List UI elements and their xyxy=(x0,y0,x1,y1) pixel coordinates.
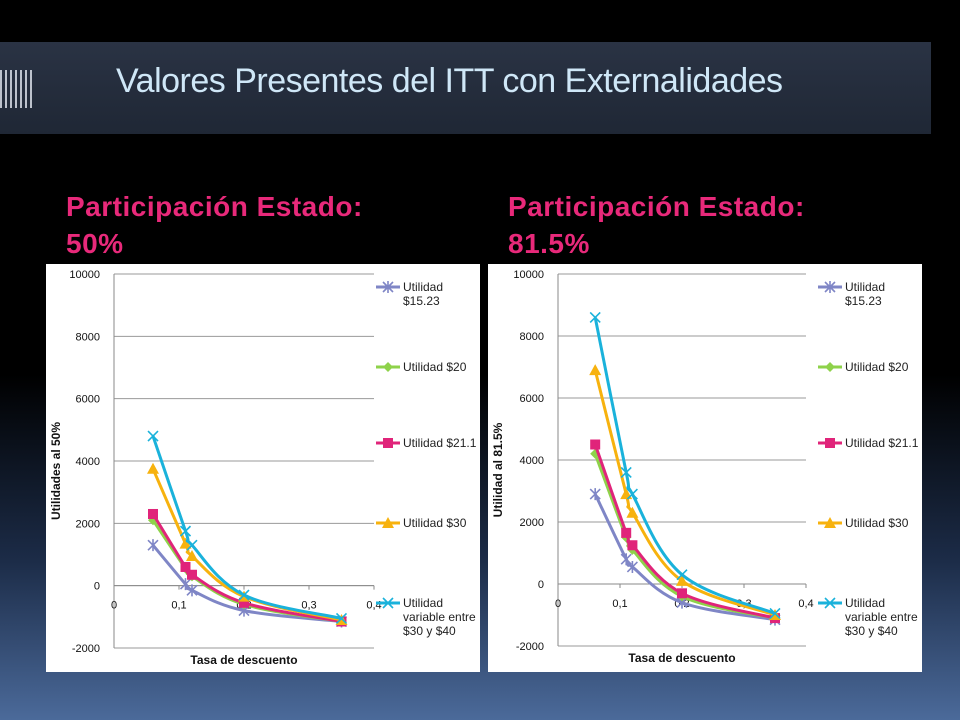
right-y-tick-label: 6000 xyxy=(520,393,544,405)
right-y-tick-label: 8000 xyxy=(520,331,544,343)
legend-marker xyxy=(382,517,394,528)
left-data-point xyxy=(148,508,158,519)
right-y-tick-label: 10000 xyxy=(513,269,544,281)
left-x-axis-label: Tasa de descuento xyxy=(190,653,297,667)
left-x-tick-label: 0,3 xyxy=(301,600,316,612)
left-y-tick-label: -2000 xyxy=(72,643,100,655)
title-decoration xyxy=(0,70,34,108)
legend-marker xyxy=(383,362,393,372)
legend-label: Utilidad $20 xyxy=(403,360,467,374)
right-data-point xyxy=(627,540,638,551)
chart-right: -2000020004000600080001000000,10,20,30,4… xyxy=(491,269,814,665)
left-y-tick-label: 10000 xyxy=(69,269,100,281)
left-data-point xyxy=(187,569,197,580)
right-x-tick-label: 0 xyxy=(555,598,561,610)
legend-label: Utilidad variable entre $30 y $40 xyxy=(403,596,476,638)
right-y-tick-label: 2000 xyxy=(520,517,544,529)
left-data-point xyxy=(147,462,159,474)
left-data-point xyxy=(186,539,198,551)
right-data-point xyxy=(620,466,632,478)
legend-swatch xyxy=(818,597,842,609)
subtitle-left: Participación Estado: 50% xyxy=(66,191,363,259)
legend-label: Utilidad $15.23 xyxy=(845,280,886,308)
chart-panel-left: -2000020004000600080001000000,10,20,30,4… xyxy=(46,264,480,672)
legend-marker xyxy=(825,362,835,372)
legend-swatch xyxy=(818,438,842,448)
left-y-tick-label: 2000 xyxy=(76,518,100,530)
right-x-axis-label: Tasa de descuento xyxy=(628,651,735,665)
subtitle-right: Participación Estado: 81.5% xyxy=(508,191,805,259)
legend-label: Utilidad $30 xyxy=(845,516,909,530)
left-y-tick-label: 0 xyxy=(94,581,100,593)
legend-marker xyxy=(382,281,394,293)
legend-swatch xyxy=(376,281,400,293)
legend-label: Utilidad $20 xyxy=(845,360,909,374)
right-x-tick-label: 0,4 xyxy=(798,598,813,610)
right-data-point xyxy=(590,439,601,450)
left-y-tick-label: 4000 xyxy=(76,456,100,468)
title-bar xyxy=(0,42,931,134)
left-x-tick-label: 0 xyxy=(111,600,117,612)
legend-marker xyxy=(383,438,393,448)
right-data-point xyxy=(589,311,601,323)
right-gridlines xyxy=(558,273,806,647)
legend-label: Utilidad $21.1 xyxy=(845,436,919,450)
left-data-point xyxy=(186,584,198,597)
legend-label: Utilidad $15.23 xyxy=(403,280,444,308)
right-data-point xyxy=(620,553,632,566)
left-x-tick-label: 0,1 xyxy=(171,600,186,612)
left-data-point xyxy=(147,430,159,442)
right-y-tick-label: 4000 xyxy=(520,455,544,467)
left-data-point xyxy=(186,550,198,562)
left-data-point xyxy=(180,561,191,572)
left-data-point xyxy=(179,537,192,549)
legend-label: Utilidad $30 xyxy=(403,516,467,530)
right-data-point xyxy=(589,364,602,376)
right-data-point xyxy=(769,607,781,620)
right-data-point xyxy=(626,506,639,518)
right-y-tick-label: 0 xyxy=(538,579,544,591)
chart-panel-right: -2000020004000600080001000000,10,20,30,4… xyxy=(488,264,922,672)
right-data-point xyxy=(590,448,601,459)
legend-swatch xyxy=(376,438,400,448)
legend-marker xyxy=(824,517,836,528)
chart-left: -2000020004000600080001000000,10,20,30,4… xyxy=(49,269,382,667)
left-y-tick-label: 8000 xyxy=(76,331,100,343)
legend-swatch xyxy=(818,281,842,293)
legend-marker xyxy=(825,438,835,448)
left-data-point xyxy=(238,589,250,601)
legend-swatch xyxy=(818,517,842,528)
right-data-point xyxy=(621,527,632,538)
legend-marker xyxy=(824,597,836,609)
left-data-point xyxy=(239,597,249,608)
left-data-point xyxy=(179,525,192,537)
legend-swatch xyxy=(818,362,842,372)
legend-swatch xyxy=(376,517,400,528)
legend-swatch xyxy=(376,597,400,609)
legend-marker xyxy=(382,597,394,609)
right-data-point xyxy=(677,588,687,599)
left-y-axis-label: Utilidades al 50% xyxy=(49,422,63,520)
legend-label: Utilidad $21.1 xyxy=(403,436,477,450)
right-data-point xyxy=(676,574,688,586)
right-data-point xyxy=(676,569,688,581)
slide-title: Valores Presentes del ITT con Externalid… xyxy=(116,62,783,100)
legend-swatch xyxy=(376,362,400,372)
right-series-line-4 xyxy=(593,317,776,615)
legend-label: Utilidad variable entre $30 y $40 xyxy=(845,596,918,638)
legend-marker xyxy=(824,281,836,293)
right-y-tick-label: -2000 xyxy=(516,641,544,653)
right-data-point xyxy=(626,560,638,573)
right-x-tick-label: 0,1 xyxy=(612,598,627,610)
right-data-point xyxy=(589,488,601,501)
right-y-axis-label: Utilidad al 81.5% xyxy=(491,422,505,517)
left-data-point xyxy=(147,539,159,552)
right-data-point xyxy=(626,488,638,500)
left-data-point xyxy=(335,612,348,624)
left-y-tick-label: 6000 xyxy=(76,394,100,406)
